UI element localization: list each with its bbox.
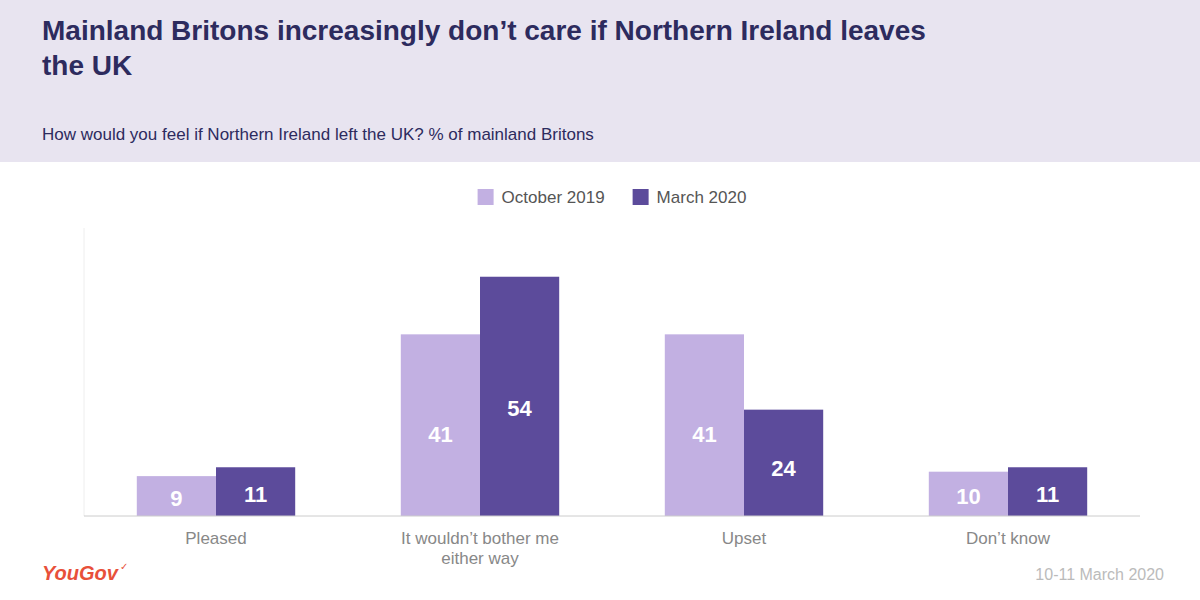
legend-label: October 2019	[502, 188, 605, 207]
legend-label: March 2020	[657, 188, 747, 207]
x-tick-label: Don’t know	[966, 529, 1051, 548]
data-label: 41	[692, 422, 716, 447]
bars	[137, 277, 1087, 516]
y-axis-line	[84, 228, 85, 516]
data-label: 11	[1036, 482, 1059, 507]
header-background	[0, 0, 1200, 162]
chart-container: Mainland Britons increasingly don’t care…	[0, 0, 1200, 600]
bar	[744, 410, 823, 516]
data-labels: 9 41 41 10 11 54 24 11	[170, 396, 1059, 511]
legend-swatch	[633, 189, 649, 205]
title: Mainland Britons increasingly don’t care…	[42, 15, 926, 81]
x-tick-label: Pleased	[185, 529, 246, 548]
data-label: 11	[244, 482, 267, 507]
date-note: 10-11 March 2020	[1035, 566, 1164, 583]
x-tick-label: It wouldn’t bother meeither way	[401, 529, 559, 568]
bar	[137, 476, 216, 516]
bar	[665, 334, 744, 516]
bar	[929, 472, 1008, 516]
x-tick-label: Upset	[722, 529, 767, 548]
bar	[401, 334, 480, 516]
data-label: 10	[956, 484, 980, 509]
legend: October 2019 March 2020	[478, 188, 747, 207]
legend-swatch	[478, 189, 494, 205]
data-label: 24	[771, 456, 796, 481]
data-label: 9	[170, 486, 182, 511]
data-label: 54	[507, 396, 532, 421]
chart-svg: Mainland Britons increasingly don’t care…	[0, 0, 1200, 600]
logo-mark: ✓	[120, 561, 128, 572]
background	[0, 0, 1200, 600]
data-label: 41	[428, 422, 452, 447]
bar	[480, 277, 559, 516]
subtitle: How would you feel if Northern Ireland l…	[42, 125, 594, 144]
logo: YouGov	[42, 562, 120, 584]
bar	[1008, 467, 1087, 516]
bar	[216, 467, 295, 516]
x-axis-line	[84, 516, 1140, 517]
